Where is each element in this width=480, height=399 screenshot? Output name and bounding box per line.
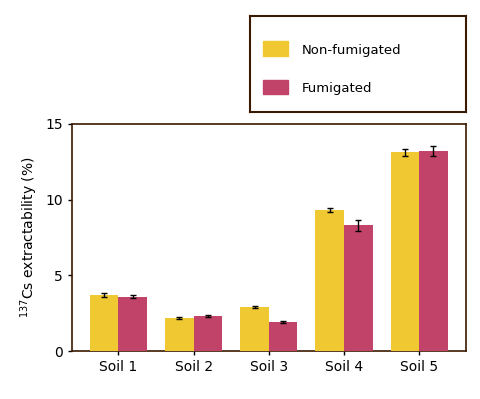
Bar [119, 296, 147, 351]
Bar [344, 225, 372, 351]
Bar [165, 318, 193, 351]
Bar [269, 322, 298, 351]
Bar [240, 307, 269, 351]
Bar [419, 151, 448, 351]
Text: Non-fumigated: Non-fumigated [301, 44, 401, 57]
Bar [263, 79, 288, 95]
Bar [391, 152, 419, 351]
Bar [90, 295, 119, 351]
Bar [315, 210, 344, 351]
Bar [263, 41, 288, 56]
Y-axis label: $^{137}$Cs extractability (%): $^{137}$Cs extractability (%) [18, 157, 40, 318]
Text: Fumigated: Fumigated [301, 82, 372, 95]
Bar [193, 316, 222, 351]
